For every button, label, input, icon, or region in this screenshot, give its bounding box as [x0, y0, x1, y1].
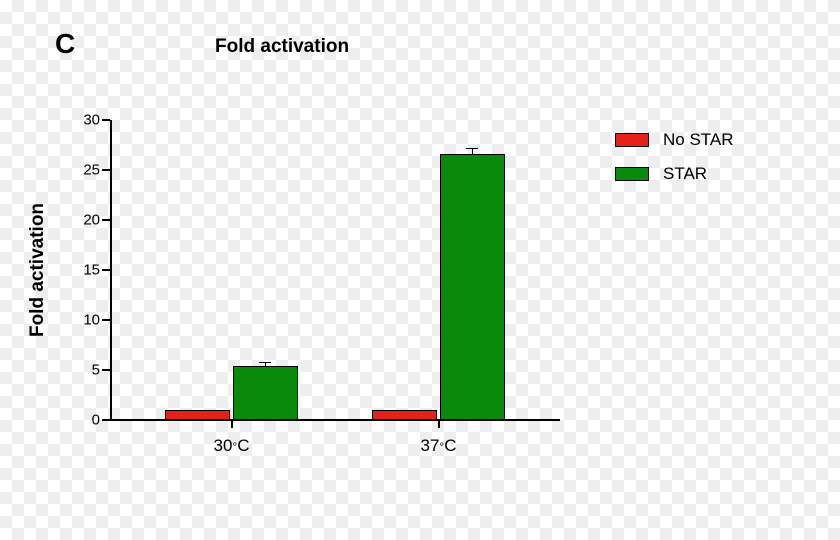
legend: No STAR STAR — [615, 130, 734, 198]
legend-item: STAR — [615, 164, 734, 184]
error-cap — [259, 362, 271, 363]
panel-label: C — [55, 28, 75, 60]
y-tick-label: 25 — [60, 162, 100, 179]
legend-label: No STAR — [663, 130, 734, 150]
y-tick — [102, 419, 110, 421]
y-tick — [102, 369, 110, 371]
error-cap — [466, 148, 478, 149]
y-tick — [102, 319, 110, 321]
x-tick-label: 30°C — [213, 436, 249, 456]
y-axis-line — [110, 120, 112, 420]
legend-swatch — [615, 133, 649, 147]
legend-label: STAR — [663, 164, 707, 184]
y-tick — [102, 219, 110, 221]
y-tick-label: 10 — [60, 312, 100, 329]
chart-title: Fold activation — [215, 36, 349, 58]
x-tick — [438, 420, 440, 428]
bar — [440, 154, 505, 420]
x-tick — [231, 420, 233, 428]
y-tick — [102, 269, 110, 271]
legend-item: No STAR — [615, 130, 734, 150]
y-tick-label: 20 — [60, 212, 100, 229]
bar — [233, 366, 298, 420]
y-tick-label: 30 — [60, 112, 100, 129]
bar — [165, 410, 230, 420]
figure: C Fold activation Fold activation 051015… — [0, 0, 840, 540]
y-axis-title: Fold activation — [27, 203, 49, 337]
y-tick — [102, 169, 110, 171]
y-tick-label: 5 — [60, 362, 100, 379]
x-tick-label: 37°C — [420, 436, 456, 456]
plot-area: 05101520253030°C37°C — [110, 120, 560, 420]
y-tick-label: 15 — [60, 262, 100, 279]
y-tick — [102, 119, 110, 121]
y-tick-label: 0 — [60, 412, 100, 429]
legend-swatch — [615, 167, 649, 181]
bar — [372, 410, 437, 420]
